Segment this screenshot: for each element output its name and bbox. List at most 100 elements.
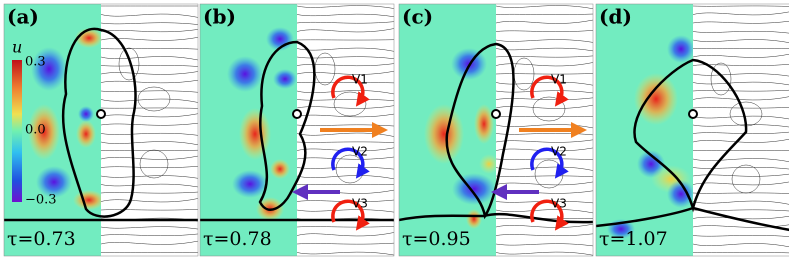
panel-body	[4, 4, 198, 256]
streamline	[296, 13, 394, 17]
streamline	[495, 97, 593, 101]
vortex-label: V1	[551, 73, 567, 87]
streamline	[692, 192, 789, 194]
streamline	[296, 166, 394, 170]
field-blob	[273, 69, 297, 89]
field-blob	[73, 190, 105, 210]
panel: (d) τ=1.07	[595, 3, 789, 257]
center-marker	[292, 109, 302, 119]
field-blob	[78, 106, 94, 122]
field-blob	[474, 104, 494, 144]
streamline	[692, 107, 789, 109]
streamline-loop	[137, 86, 171, 112]
streamline	[296, 90, 394, 95]
streamline	[692, 243, 789, 248]
streamline	[296, 232, 394, 237]
panel: (a) τ=0.73 u0.3 0.0 −0.3	[3, 3, 199, 257]
vortex-arrow	[530, 75, 569, 107]
streamline	[296, 251, 394, 256]
wall	[399, 212, 593, 224]
field-blob	[466, 209, 482, 229]
time-label: τ=0.78	[203, 228, 272, 250]
vortex-arrow	[331, 75, 370, 107]
colorbar-tick-label: −0.3	[25, 193, 57, 208]
streamline	[495, 39, 593, 43]
field-blob	[667, 180, 695, 208]
streamline	[692, 124, 789, 128]
streamline	[100, 183, 198, 188]
streamline	[495, 62, 593, 67]
panel-body	[596, 4, 789, 256]
streamline	[495, 251, 593, 256]
streamline	[296, 70, 394, 75]
streamline-loop	[710, 62, 732, 96]
streamline	[692, 73, 789, 77]
center-marker	[491, 109, 501, 119]
streamline	[100, 122, 198, 126]
streamline	[692, 53, 789, 58]
streamline	[296, 199, 394, 202]
streamline	[100, 37, 198, 41]
interface	[61, 27, 137, 218]
streamline	[296, 209, 394, 213]
panel-border	[398, 3, 594, 257]
streamline	[692, 158, 789, 162]
streamline	[100, 175, 198, 179]
field-blob	[479, 154, 499, 174]
streamline	[495, 5, 593, 9]
streamline	[100, 191, 198, 194]
streamline	[495, 13, 593, 15]
streamline	[692, 81, 789, 86]
streamline	[495, 73, 593, 75]
panel-label: (a)	[7, 5, 39, 29]
streamline	[495, 175, 593, 178]
streamline	[100, 48, 198, 50]
interface	[258, 40, 316, 211]
field-blob	[227, 56, 263, 92]
vortex-label: V2	[551, 145, 567, 159]
streamline	[692, 11, 789, 16]
panel-border	[595, 3, 789, 257]
streamline	[296, 63, 394, 67]
streamline-loop	[532, 96, 566, 122]
streamline	[692, 63, 789, 66]
streamline	[495, 30, 593, 32]
colorbar-tick-label: 0.3	[25, 55, 46, 70]
streamline	[692, 20, 789, 24]
streamline	[296, 28, 394, 33]
streamline	[296, 21, 394, 24]
field-blob	[452, 173, 496, 205]
streamline	[495, 166, 593, 171]
streamline	[100, 165, 198, 168]
streamline	[692, 181, 789, 186]
field-blob	[76, 120, 96, 148]
streamline	[692, 166, 789, 170]
streamline-bg	[693, 4, 789, 256]
vortex-arrow	[331, 199, 370, 231]
vortex-label: V1	[352, 73, 368, 87]
panel: V1 V2 V3 (b) τ=0.78	[199, 3, 395, 257]
panel-body: V1 V2 V3	[200, 4, 394, 256]
streamline	[296, 56, 394, 60]
streamline	[495, 223, 593, 228]
center-marker	[688, 109, 698, 119]
streamline	[100, 226, 198, 230]
streamline	[692, 96, 789, 101]
panel: V1 V2 V3 (c) τ=0.95	[398, 3, 594, 257]
streamline	[100, 240, 198, 245]
streamline	[495, 233, 593, 237]
streamline	[100, 155, 198, 160]
streamline	[296, 242, 394, 245]
streamline	[100, 79, 198, 84]
panel-label: (b)	[203, 5, 236, 29]
field-blob	[232, 170, 268, 198]
wall	[596, 206, 789, 232]
streamline	[296, 175, 394, 180]
streamline	[100, 209, 198, 211]
streamline	[495, 55, 593, 58]
streamline	[495, 47, 593, 52]
vortex-arrow	[530, 199, 569, 231]
time-label: τ=0.73	[7, 228, 76, 250]
streamline	[495, 243, 593, 247]
streamline	[296, 47, 394, 52]
